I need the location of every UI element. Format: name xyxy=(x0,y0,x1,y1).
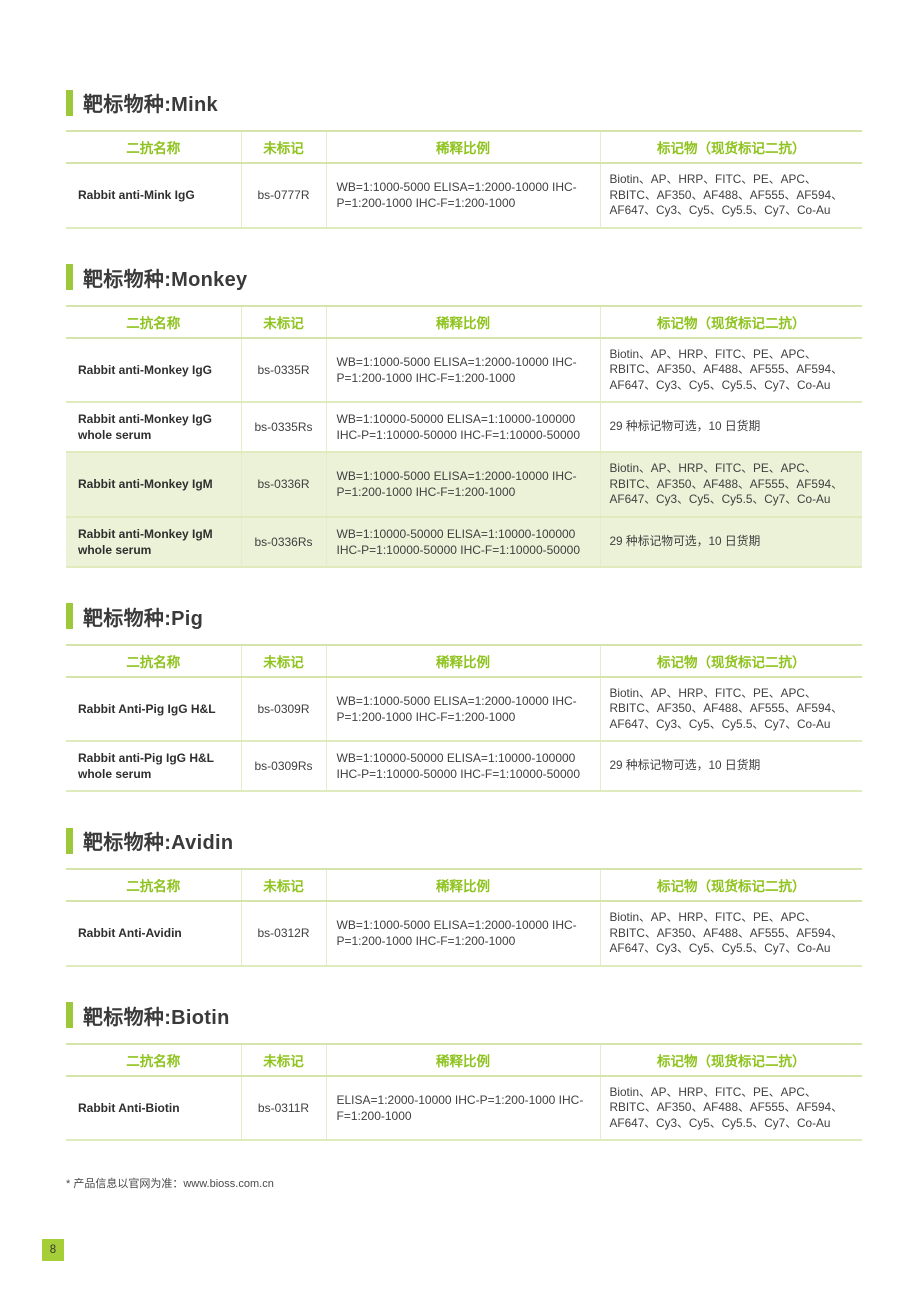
col-header-antibody-name: 二抗名称 xyxy=(66,130,241,164)
table-row: Rabbit anti-Mink IgG bs-0777R WB=1:1000-… xyxy=(66,163,862,229)
antibody-table: 二抗名称 未标记 稀释比例 标记物（现货标记二抗） Rabbit Anti-Av… xyxy=(66,868,862,967)
catalog-number: bs-0336R xyxy=(240,452,326,518)
antibody-name: Rabbit Anti-Biotin xyxy=(66,1075,241,1141)
conjugate-labels: Biotin、AP、HRP、FITC、PE、APC、RBITC、AF350、AF… xyxy=(599,901,862,967)
col-header-labels: 标记物（现货标记二抗） xyxy=(599,1042,862,1077)
catalog-number: bs-0309R xyxy=(240,676,326,742)
table-row: Rabbit Anti-Avidin bs-0312R WB=1:1000-50… xyxy=(66,901,862,967)
catalog-number: bs-0336Rs xyxy=(240,516,326,568)
antibody-name: Rabbit anti-Pig IgG H&L whole serum xyxy=(66,741,241,792)
table-header-row: 二抗名称 未标记 稀释比例 标记物（现货标记二抗） xyxy=(66,643,862,678)
section-title-text: 靶标物种:Pig xyxy=(83,607,204,630)
title-accent-bar xyxy=(66,89,73,116)
section-title: 靶标物种:Monkey xyxy=(66,263,862,292)
section-title: 靶标物种:Mink xyxy=(66,88,862,117)
antibody-name: Rabbit anti-Monkey IgM xyxy=(66,452,241,518)
table-row: Rabbit anti-Pig IgG H&L whole serum bs-0… xyxy=(66,741,862,792)
col-header-unlabeled: 未标记 xyxy=(240,868,326,902)
catalog-number: bs-0312R xyxy=(240,901,326,967)
col-header-dilution: 稀释比例 xyxy=(325,130,600,164)
title-accent-bar xyxy=(66,264,73,290)
section-title: 靶标物种:Pig xyxy=(66,602,862,631)
col-header-dilution: 稀释比例 xyxy=(325,643,600,678)
col-header-dilution: 稀释比例 xyxy=(325,1042,600,1077)
col-header-antibody-name: 二抗名称 xyxy=(66,304,241,339)
table-row: Rabbit Anti-Pig IgG H&L bs-0309R WB=1:10… xyxy=(66,676,862,742)
col-header-antibody-name: 二抗名称 xyxy=(66,643,241,678)
catalog-number: bs-0777R xyxy=(240,163,326,229)
catalog-number: bs-0311R xyxy=(240,1075,326,1141)
antibody-name: Rabbit anti-Monkey IgG whole serum xyxy=(66,402,241,453)
antibody-name: Rabbit anti-Monkey IgG xyxy=(66,337,241,403)
col-header-unlabeled: 未标记 xyxy=(240,643,326,678)
conjugate-labels: Biotin、AP、HRP、FITC、PE、APC、RBITC、AF350、AF… xyxy=(599,676,862,742)
col-header-dilution: 稀释比例 xyxy=(325,868,600,902)
antibody-table: 二抗名称 未标记 稀释比例 标记物（现货标记二抗） Rabbit Anti-Pi… xyxy=(66,643,862,792)
conjugate-labels: Biotin、AP、HRP、FITC、PE、APC、RBITC、AF350、AF… xyxy=(599,163,862,229)
dilution-ratios: WB=1:1000-5000 ELISA=1:2000-10000 IHC-P=… xyxy=(325,337,600,403)
col-header-labels: 标记物（现货标记二抗） xyxy=(599,304,862,339)
conjugate-labels: Biotin、AP、HRP、FITC、PE、APC、RBITC、AF350、AF… xyxy=(599,337,862,403)
dilution-ratios: WB=1:1000-5000 ELISA=1:2000-10000 IHC-P=… xyxy=(325,452,600,518)
footnote-disclaimer: * 产品信息以官网为准：www.bioss.com.cn xyxy=(66,1178,274,1190)
table-header-row: 二抗名称 未标记 稀释比例 标记物（现货标记二抗） xyxy=(66,868,862,902)
conjugate-labels: 29 种标记物可选，10 日货期 xyxy=(599,516,862,568)
col-header-unlabeled: 未标记 xyxy=(240,304,326,339)
dilution-ratios: WB=1:1000-5000 ELISA=1:2000-10000 IHC-P=… xyxy=(325,163,600,229)
title-accent-bar xyxy=(66,1002,73,1028)
table-row: Rabbit anti-Monkey IgG whole serum bs-03… xyxy=(66,402,862,453)
section-pig: 靶标物种:Pig 二抗名称 未标记 稀释比例 标记物（现货标记二抗） Rabbi… xyxy=(66,602,862,792)
col-header-antibody-name: 二抗名称 xyxy=(66,1042,241,1077)
table-header-row: 二抗名称 未标记 稀释比例 标记物（现货标记二抗） xyxy=(66,130,862,164)
antibody-name: Rabbit Anti-Avidin xyxy=(66,901,241,967)
col-header-antibody-name: 二抗名称 xyxy=(66,868,241,902)
title-accent-bar xyxy=(66,603,73,629)
table-row: Rabbit anti-Monkey IgG bs-0335R WB=1:100… xyxy=(66,337,862,403)
catalog-number: bs-0309Rs xyxy=(240,741,326,792)
col-header-unlabeled: 未标记 xyxy=(240,1042,326,1077)
section-title-text: 靶标物种:Mink xyxy=(83,94,218,116)
section-title-text: 靶标物种:Monkey xyxy=(83,268,248,291)
conjugate-labels: 29 种标记物可选，10 日货期 xyxy=(599,741,862,792)
catalog-number: bs-0335R xyxy=(240,337,326,403)
catalog-number: bs-0335Rs xyxy=(240,402,326,453)
dilution-ratios: WB=1:1000-5000 ELISA=1:2000-10000 IHC-P=… xyxy=(325,901,600,967)
dilution-ratios: WB=1:1000-5000 ELISA=1:2000-10000 IHC-P=… xyxy=(325,676,600,742)
table-row-highlighted: Rabbit anti-Monkey IgM whole serum bs-03… xyxy=(66,516,862,568)
section-title: 靶标物种:Biotin xyxy=(66,1001,862,1030)
section-title-text: 靶标物种:Biotin xyxy=(83,1006,230,1029)
table-row: Rabbit Anti-Biotin bs-0311R ELISA=1:2000… xyxy=(66,1075,862,1141)
conjugate-labels: Biotin、AP、HRP、FITC、PE、APC、RBITC、AF350、AF… xyxy=(599,452,862,518)
title-accent-bar xyxy=(66,827,73,854)
page-content: 靶标物种:Mink 二抗名称 未标记 稀释比例 标记物（现货标记二抗） Rabb… xyxy=(66,88,862,1190)
antibody-table: 二抗名称 未标记 稀释比例 标记物（现货标记二抗） Rabbit anti-Mi… xyxy=(66,130,862,229)
dilution-ratios: ELISA=1:2000-10000 IHC-P=1:200-1000 IHC-… xyxy=(325,1075,600,1141)
section-avidin: 靶标物种:Avidin 二抗名称 未标记 稀释比例 标记物（现货标记二抗） Ra… xyxy=(66,826,862,967)
dilution-ratios: WB=1:10000-50000 ELISA=1:10000-100000 IH… xyxy=(325,516,600,568)
antibody-table: 二抗名称 未标记 稀释比例 标记物（现货标记二抗） Rabbit Anti-Bi… xyxy=(66,1042,862,1142)
col-header-labels: 标记物（现货标记二抗） xyxy=(599,643,862,678)
antibody-table: 二抗名称 未标记 稀释比例 标记物（现货标记二抗） Rabbit anti-Mo… xyxy=(66,304,862,568)
col-header-unlabeled: 未标记 xyxy=(240,130,326,164)
section-mink: 靶标物种:Mink 二抗名称 未标记 稀释比例 标记物（现货标记二抗） Rabb… xyxy=(66,88,862,229)
section-title: 靶标物种:Avidin xyxy=(66,826,862,855)
table-header-row: 二抗名称 未标记 稀释比例 标记物（现货标记二抗） xyxy=(66,304,862,339)
table-header-row: 二抗名称 未标记 稀释比例 标记物（现货标记二抗） xyxy=(66,1042,862,1077)
section-title-text: 靶标物种:Avidin xyxy=(83,832,234,854)
antibody-name: Rabbit Anti-Pig IgG H&L xyxy=(66,676,241,742)
section-biotin: 靶标物种:Biotin 二抗名称 未标记 稀释比例 标记物（现货标记二抗） Ra… xyxy=(66,1001,862,1142)
dilution-ratios: WB=1:10000-50000 ELISA=1:10000-100000 IH… xyxy=(325,741,600,792)
antibody-name: Rabbit anti-Monkey IgM whole serum xyxy=(66,516,241,568)
page-number-badge: 8 xyxy=(42,1239,64,1261)
col-header-dilution: 稀释比例 xyxy=(325,304,600,339)
conjugate-labels: Biotin、AP、HRP、FITC、PE、APC、RBITC、AF350、AF… xyxy=(599,1075,862,1141)
col-header-labels: 标记物（现货标记二抗） xyxy=(599,868,862,902)
dilution-ratios: WB=1:10000-50000 ELISA=1:10000-100000 IH… xyxy=(325,402,600,453)
table-row-highlighted: Rabbit anti-Monkey IgM bs-0336R WB=1:100… xyxy=(66,452,862,518)
col-header-labels: 标记物（现货标记二抗） xyxy=(599,130,862,164)
section-monkey: 靶标物种:Monkey 二抗名称 未标记 稀释比例 标记物（现货标记二抗） Ra… xyxy=(66,263,862,568)
conjugate-labels: 29 种标记物可选，10 日货期 xyxy=(599,402,862,453)
antibody-name: Rabbit anti-Mink IgG xyxy=(66,163,241,229)
